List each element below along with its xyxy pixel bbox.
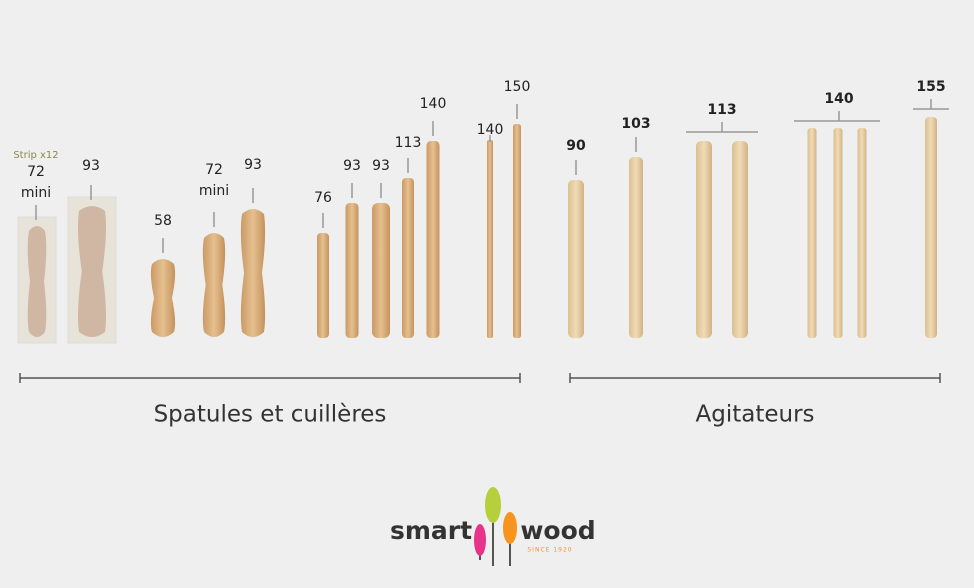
logo-right: wood [520, 516, 595, 545]
size-label: 150 [504, 79, 531, 95]
size-label: 155 [916, 79, 945, 95]
stirrer [857, 128, 867, 338]
size-label: 72 [27, 164, 45, 180]
stirrer [807, 128, 817, 338]
stirrer [833, 128, 843, 338]
size-sublabel: mini [199, 183, 229, 199]
stirrer [696, 141, 712, 338]
stick [426, 141, 440, 338]
spoon [150, 259, 176, 337]
size-label: 93 [244, 157, 262, 173]
stirrer [732, 141, 748, 338]
size-label: 140 [477, 122, 504, 138]
size-label: 76 [314, 190, 332, 206]
stick [513, 124, 521, 338]
size-label: 90 [566, 138, 586, 154]
group-label: Spatules et cuillères [154, 402, 387, 428]
size-label: 113 [395, 135, 422, 151]
size-label: 93 [372, 158, 390, 174]
spoon [77, 206, 107, 337]
size-sublabel: mini [21, 185, 51, 201]
stick [317, 233, 329, 338]
size-label: 140 [824, 91, 853, 107]
logo-trees [474, 487, 517, 566]
stick [345, 203, 359, 338]
spoon [240, 209, 266, 337]
stick [402, 178, 414, 338]
stirrer [568, 180, 584, 338]
size-label: 113 [707, 102, 736, 118]
size-label: 58 [154, 213, 172, 229]
spoon [27, 226, 47, 337]
stirrer [925, 117, 937, 338]
logo-left: smart [390, 516, 472, 545]
size-label: 93 [343, 158, 361, 174]
size-label: 103 [621, 116, 650, 132]
group-label: Agitateurs [695, 402, 814, 428]
size-label: 140 [420, 96, 447, 112]
size-label: 93 [82, 158, 100, 174]
spoon [202, 233, 226, 337]
note: Strip x12 [13, 150, 58, 161]
stirrer [629, 157, 643, 338]
logo-tagline: SINCE 1920 [527, 547, 572, 554]
size-label: 72 [205, 162, 223, 178]
stick [487, 140, 493, 338]
stick [372, 203, 390, 338]
